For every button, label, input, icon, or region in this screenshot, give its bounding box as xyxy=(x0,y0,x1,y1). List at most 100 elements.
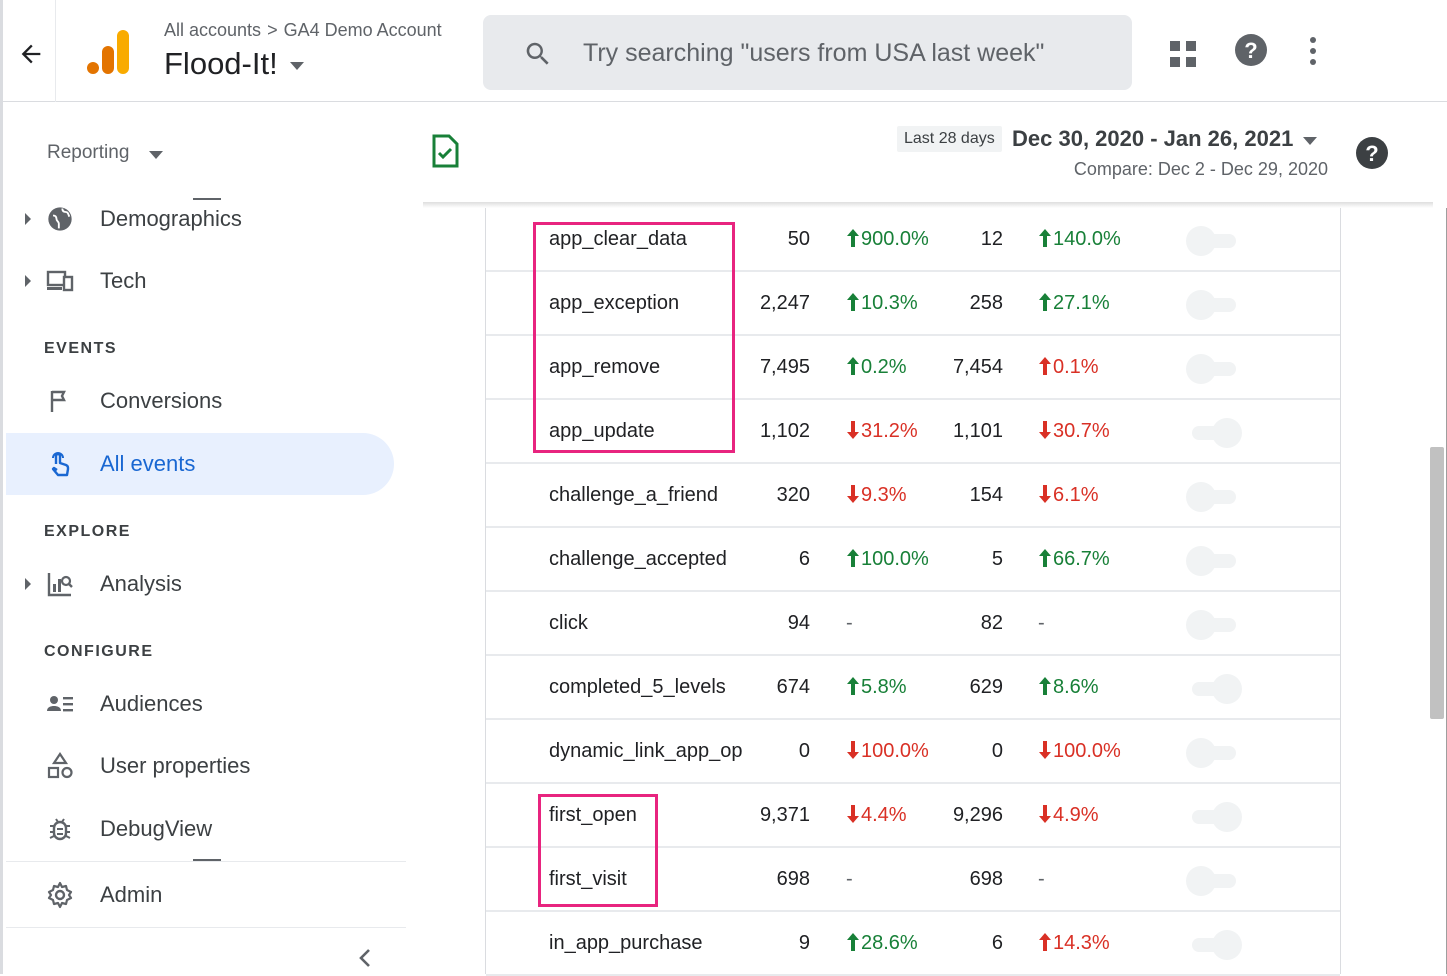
event-name[interactable]: first_visit xyxy=(549,868,627,891)
event-count-text: 2,247 xyxy=(759,292,810,314)
mark-as-conversion-toggle[interactable] xyxy=(1186,546,1242,576)
event-name[interactable]: challenge_accepted xyxy=(549,548,727,571)
sidebar-item-demographics[interactable]: Demographics xyxy=(6,188,394,250)
event-name[interactable]: app_update xyxy=(549,420,655,443)
mark-as-conversion-toggle[interactable] xyxy=(1186,738,1242,768)
event-count-text: 320 xyxy=(776,484,810,506)
sidebar-item-debugview[interactable]: DebugView xyxy=(6,798,394,860)
toggle-knob xyxy=(1186,546,1216,576)
sidebar-item-label: DebugView xyxy=(100,816,213,841)
sidebar-item-conversions[interactable]: Conversions xyxy=(6,370,394,432)
event-count-change: 4.4% xyxy=(846,804,907,827)
sidebar-item-admin[interactable]: Admin xyxy=(6,864,394,926)
reporting-selector[interactable]: Reporting xyxy=(47,142,164,164)
scroll-indicator xyxy=(193,198,221,200)
table-row[interactable]: app_remove 7,495 0.2% 7,454 0.1% xyxy=(486,336,1340,400)
more-vert-icon[interactable] xyxy=(1303,36,1323,66)
sidebar-item-label: Audiences xyxy=(100,691,203,716)
breadcrumb[interactable]: All accounts > GA4 Demo Account xyxy=(164,20,442,41)
sidebar-item-analysis[interactable]: Analysis xyxy=(6,553,394,615)
expand-arrow-icon[interactable] xyxy=(25,578,31,590)
mark-as-conversion-toggle[interactable] xyxy=(1186,290,1242,320)
toggle-knob xyxy=(1186,610,1216,640)
event-name[interactable]: app_exception xyxy=(549,292,679,315)
toggle-knob xyxy=(1186,738,1216,768)
event-count-change: 100.0% xyxy=(846,548,929,571)
table-row[interactable]: challenge_a_friend 320 9.3% 154 6.1% xyxy=(486,464,1340,528)
total-users: 698 xyxy=(970,868,1003,891)
event-count-change: 10.3% xyxy=(846,292,918,315)
report-check-icon[interactable] xyxy=(431,134,459,168)
total-users-text: 258 xyxy=(969,292,1003,314)
event-name[interactable]: challenge_a_friend xyxy=(549,484,718,507)
search-icon xyxy=(526,42,549,65)
table-row[interactable]: dynamic_link_app_op 0 100.0% 0 100.0% xyxy=(486,720,1340,784)
table-row[interactable]: completed_5_levels 674 5.8% 629 8.6% xyxy=(486,656,1340,720)
audiences-icon xyxy=(47,696,73,712)
arrow-up-icon xyxy=(846,932,861,954)
event-name[interactable]: first_open xyxy=(549,804,637,827)
sidebar-item-all-events[interactable]: All events xyxy=(6,433,394,495)
help-icon[interactable]: ? xyxy=(1234,33,1268,67)
property-selector[interactable]: Flood-It! xyxy=(164,46,304,82)
event-name[interactable]: dynamic_link_app_op xyxy=(549,740,742,763)
total-users: 7,454 xyxy=(953,356,1003,379)
total-users-change: 0.1% xyxy=(1038,356,1099,379)
help-icon[interactable]: ? xyxy=(1355,136,1389,170)
event-count-change-text: 28.6% xyxy=(861,932,918,954)
chevron-left-icon[interactable] xyxy=(354,946,378,970)
mark-as-conversion-toggle[interactable] xyxy=(1186,418,1242,448)
mark-as-conversion-toggle[interactable] xyxy=(1186,802,1242,832)
table-row[interactable]: click 94 - 82 - xyxy=(486,592,1340,656)
mark-as-conversion-toggle[interactable] xyxy=(1186,482,1242,512)
sidebar-item-audiences[interactable]: Audiences xyxy=(6,673,394,735)
mark-as-conversion-toggle[interactable] xyxy=(1186,226,1242,256)
total-users-change: 4.9% xyxy=(1038,804,1099,827)
mark-as-conversion-toggle[interactable] xyxy=(1186,354,1242,384)
event-name[interactable]: completed_5_levels xyxy=(549,676,726,699)
back-arrow-icon[interactable] xyxy=(17,40,45,68)
expand-arrow-icon[interactable] xyxy=(25,213,31,225)
table-row[interactable]: in_app_purchase 9 28.6% 6 14.3% xyxy=(486,912,1340,976)
event-name[interactable]: app_remove xyxy=(549,356,660,379)
date-range-selector[interactable]: Dec 30, 2020 - Jan 26, 2021 xyxy=(1012,126,1318,152)
table-row[interactable]: first_visit 698 - 698 - xyxy=(486,848,1340,912)
expand-arrow-icon[interactable] xyxy=(25,275,31,287)
arrow-up-icon xyxy=(1038,356,1053,378)
search-bar[interactable]: Try searching "users from USA last week" xyxy=(483,15,1132,90)
event-count: 9 xyxy=(799,932,810,955)
total-users-change-text: 4.9% xyxy=(1053,804,1099,826)
sidebar-item-user-properties[interactable]: User properties xyxy=(6,735,394,797)
toggle-knob xyxy=(1186,482,1216,512)
total-users-change: 8.6% xyxy=(1038,676,1099,699)
date-range-label: Dec 30, 2020 - Jan 26, 2021 xyxy=(1012,126,1294,151)
scrollbar-thumb[interactable] xyxy=(1430,447,1444,719)
event-count-change: 0.2% xyxy=(846,356,907,379)
table-row[interactable]: challenge_accepted 6 100.0% 5 66.7% xyxy=(486,528,1340,592)
mark-as-conversion-toggle[interactable] xyxy=(1186,674,1242,704)
table-row[interactable]: first_open 9,371 4.4% 9,296 4.9% xyxy=(486,784,1340,848)
mark-as-conversion-toggle[interactable] xyxy=(1186,930,1242,960)
table-row[interactable]: app_exception 2,247 10.3% 258 27.1% xyxy=(486,272,1340,336)
arrow-up-icon xyxy=(1038,676,1053,698)
analytics-logo-icon xyxy=(87,30,129,74)
breadcrumb-account[interactable]: GA4 Demo Account xyxy=(283,20,442,40)
event-count-change: - xyxy=(846,612,853,635)
event-count-change-text: 0.2% xyxy=(861,356,907,378)
arrow-up-icon xyxy=(846,356,861,378)
table-row[interactable]: app_clear_data 50 900.0% 12 140.0% xyxy=(486,208,1340,272)
breadcrumb-all-accounts[interactable]: All accounts xyxy=(164,20,262,40)
event-name[interactable]: app_clear_data xyxy=(549,228,687,251)
mark-as-conversion-toggle[interactable] xyxy=(1186,610,1242,640)
search-placeholder[interactable]: Try searching "users from USA last week" xyxy=(583,39,1045,67)
mark-as-conversion-toggle[interactable] xyxy=(1186,866,1242,896)
event-name[interactable]: in_app_purchase xyxy=(549,932,702,955)
total-users-text: 0 xyxy=(991,740,1003,762)
event-count: 0 xyxy=(799,740,810,763)
table-row[interactable]: app_update 1,102 31.2% 1,101 30.7% xyxy=(486,400,1340,464)
event-count-change: 5.8% xyxy=(846,676,907,699)
devices-icon xyxy=(46,270,74,292)
sidebar-item-tech[interactable]: Tech xyxy=(6,250,394,312)
event-name[interactable]: click xyxy=(549,612,588,635)
apps-grid-icon[interactable] xyxy=(1169,40,1197,68)
